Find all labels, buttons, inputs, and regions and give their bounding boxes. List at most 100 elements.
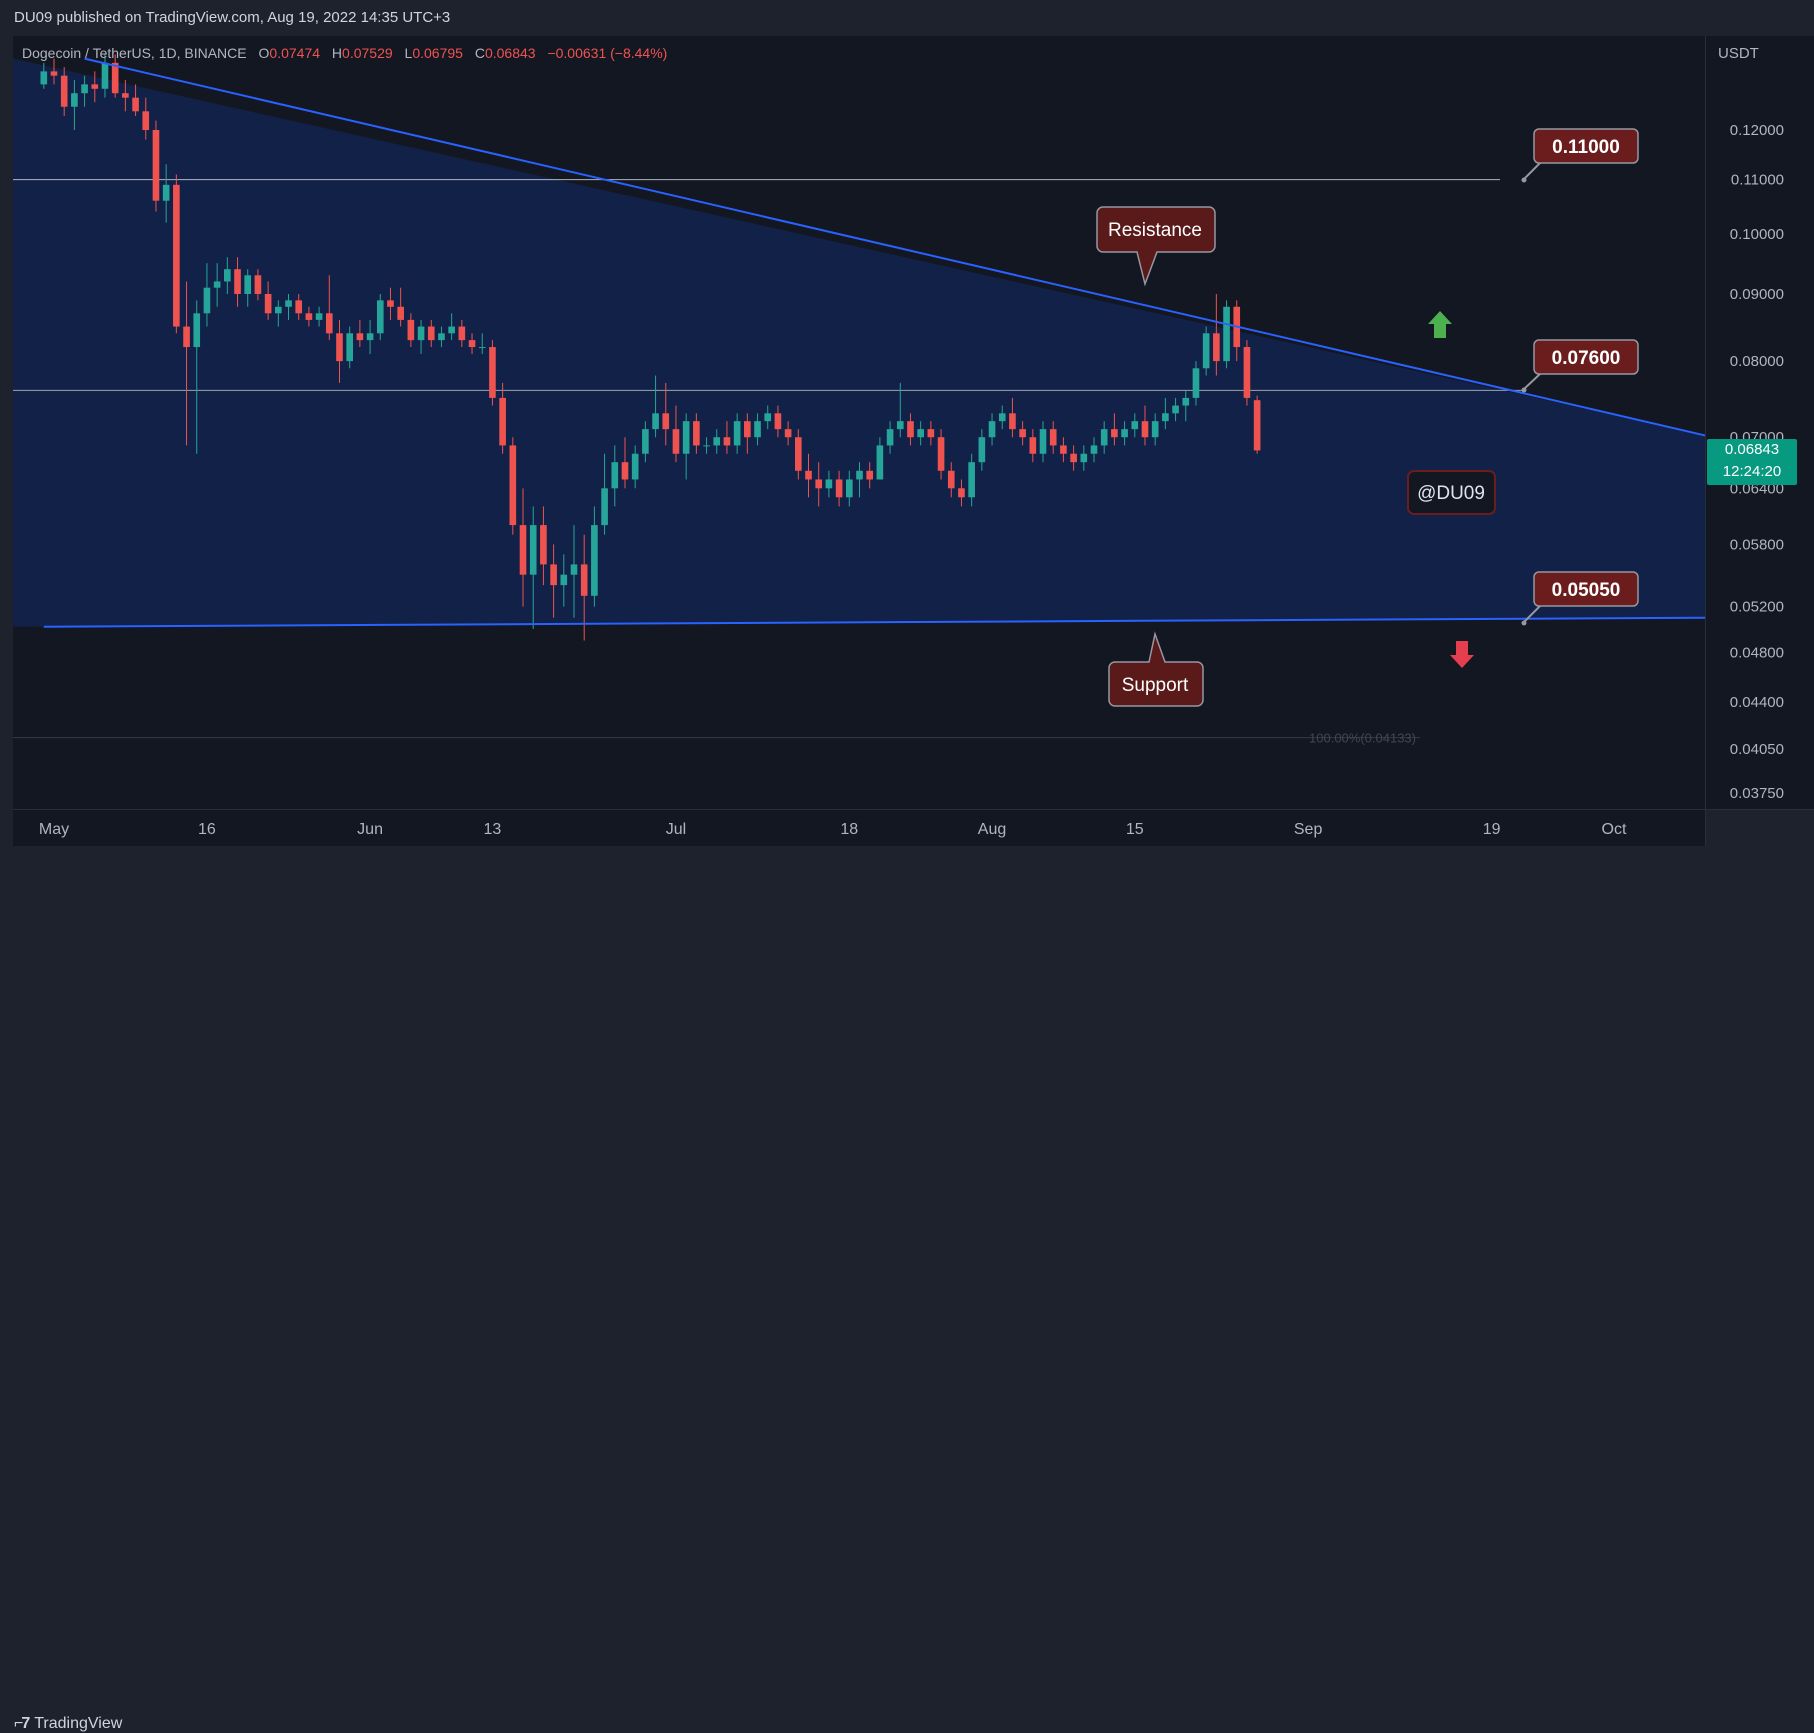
candle-body [631, 453, 639, 480]
candle-body [968, 462, 975, 498]
candle-body [693, 421, 700, 446]
x-tick-label: Sep [1294, 821, 1323, 838]
candle-body [754, 421, 761, 438]
level-callout-label: 0.11000 [1552, 137, 1620, 158]
candle-body [611, 462, 619, 489]
footer: ⌐7 TradingView [0, 854, 1814, 1732]
candle-body [91, 84, 99, 89]
candle-body [682, 421, 690, 454]
support-trendline[interactable] [43, 616, 1706, 628]
candle-body [203, 287, 211, 314]
candle-body [662, 413, 670, 430]
x-tick-label: Oct [1602, 821, 1627, 838]
x-tick-label: May [39, 821, 69, 838]
candle-body [917, 429, 924, 438]
level-callout-0.05050[interactable]: 0.05050 [1521, 571, 1639, 626]
y-tick-label: 0.09000 [1730, 286, 1784, 303]
candle-body [856, 470, 863, 480]
candle-body [264, 293, 272, 314]
candle-body [1111, 429, 1118, 438]
candle-body [713, 437, 721, 446]
candle-body [958, 488, 965, 498]
symbol-name: Dogecoin / TetherUS, 1D, BINANCE [22, 45, 247, 61]
candle-body [397, 306, 404, 320]
candle-body [448, 326, 455, 334]
candle-body [519, 525, 527, 575]
candle-body [1080, 453, 1088, 463]
candle-body [213, 281, 221, 288]
candle-body [601, 488, 608, 526]
level-callout-0.11000[interactable]: 0.11000 [1521, 128, 1639, 183]
candle-body [1151, 421, 1159, 438]
candle-body [876, 445, 884, 480]
fib-level-label: 100.00%(0.04133) [1309, 731, 1416, 746]
candle-body [866, 470, 873, 480]
candle-body [305, 313, 313, 320]
candle-body [1213, 333, 1220, 362]
candle-body [478, 347, 486, 349]
close-label: C [475, 45, 485, 61]
candle-body [50, 71, 58, 76]
candle-body [1039, 429, 1047, 454]
y-tick-label: 0.11000 [1731, 172, 1784, 189]
candle-body [356, 333, 364, 341]
candle-body [1090, 445, 1098, 454]
candle-body [529, 525, 537, 575]
candle-body [825, 479, 833, 489]
candle-body [71, 93, 78, 107]
top-bar: DU09 published on TradingView.com, Aug 1… [0, 0, 1814, 36]
close-value: 0.06843 [485, 45, 536, 61]
candle-body [580, 564, 588, 596]
price-chart[interactable]: 100.00%(0.04133) 0.12000 0.11000 0.10000… [0, 0, 1814, 854]
candle-body [764, 413, 772, 422]
candle-body [886, 429, 894, 446]
arrow-down-icon [1450, 641, 1474, 668]
x-tick-label: Jun [357, 821, 383, 838]
candle-body [1172, 405, 1179, 414]
candle-body [896, 421, 904, 430]
candle-body [560, 574, 568, 586]
candle-body [744, 421, 751, 438]
tradingview-logo-icon: ⌐7 [14, 1715, 30, 1732]
candle-body [101, 62, 109, 89]
candle-body [458, 326, 466, 341]
candle-body [1243, 347, 1251, 398]
candle-body [1253, 400, 1261, 451]
candle-body [1060, 445, 1067, 454]
candle-body [244, 275, 252, 294]
level-callout-0.07600[interactable]: 0.07600 [1521, 339, 1639, 393]
candle-body [652, 413, 659, 430]
candle-body [1049, 429, 1057, 446]
candle-body [550, 564, 557, 586]
candle-body [499, 397, 506, 446]
change-value: −0.00631 (−8.44%) [547, 45, 667, 61]
candle-body [1131, 421, 1139, 430]
tradingview-brand[interactable]: ⌐7 TradingView [14, 1715, 122, 1733]
y-tick-label: 0.04400 [1730, 694, 1784, 711]
support-callout[interactable]: Support [1108, 631, 1204, 707]
arrow-up-icon [1428, 311, 1452, 338]
candle-body [1019, 429, 1026, 438]
resistance-label: Resistance [1108, 220, 1202, 241]
candle-body [907, 421, 914, 438]
candle-body [1009, 413, 1016, 430]
candle-body [1192, 368, 1200, 398]
candle-body [805, 470, 812, 480]
candle-body [845, 479, 853, 498]
resistance-trendline[interactable] [84, 57, 1706, 437]
last-price-tag: 0.06843 12:24:20 [1707, 439, 1797, 486]
brand-label: TradingView [34, 1715, 123, 1732]
candle-body [152, 130, 160, 201]
candle-body [295, 300, 303, 314]
candle-body [193, 313, 201, 348]
candle-body [40, 71, 48, 85]
candle-body [315, 313, 323, 320]
publish-info: DU09 published on TradingView.com, Aug 1… [14, 9, 451, 26]
last-price-value: 0.06843 [1724, 441, 1780, 459]
resistance-callout[interactable]: Resistance [1096, 206, 1216, 287]
y-tick-label: 0.04050 [1730, 741, 1784, 758]
candle-body [1162, 413, 1169, 422]
candle-body [346, 333, 353, 362]
symbol-legend[interactable]: Dogecoin / TetherUS, 1D, BINANCE O0.0747… [22, 45, 667, 61]
candle-body [162, 184, 170, 201]
